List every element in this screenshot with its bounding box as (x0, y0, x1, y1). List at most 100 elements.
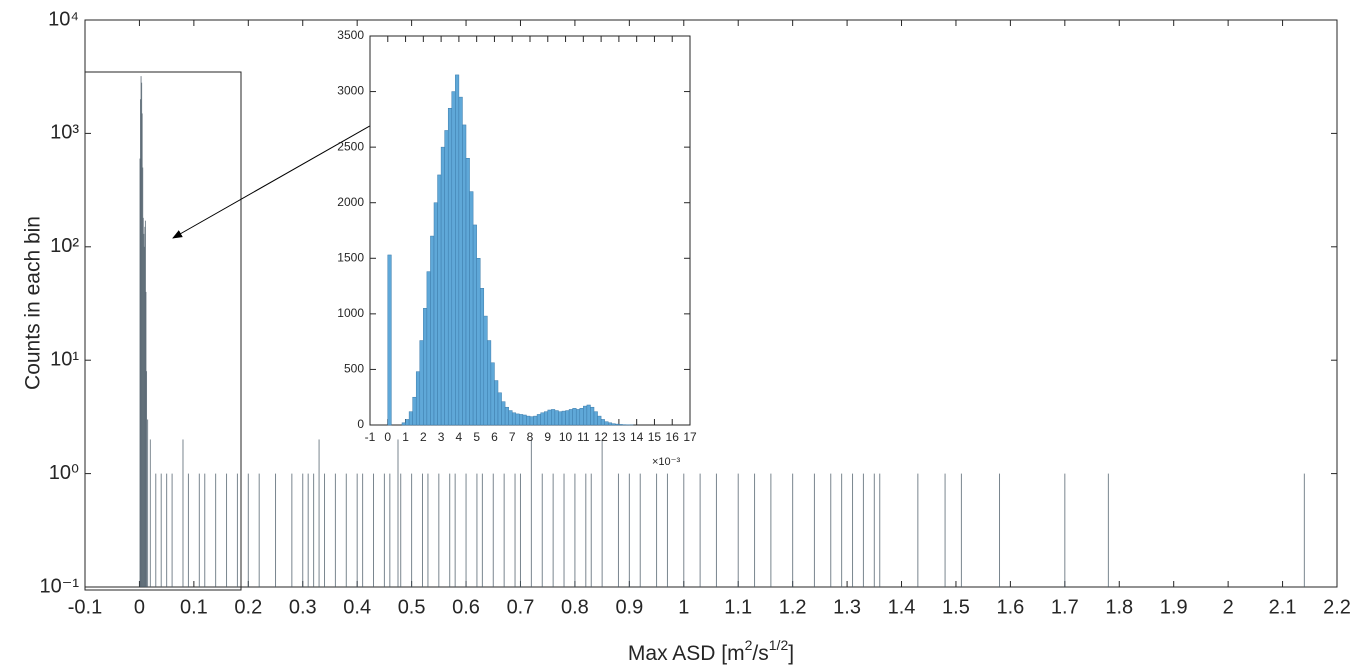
x-tick-label: 2.2 (1323, 596, 1351, 618)
x-tick-label: 5 (473, 430, 480, 444)
bar (715, 473, 717, 587)
histogram-bar (451, 91, 456, 426)
bar (356, 473, 358, 587)
histogram-bar (533, 415, 538, 426)
bar (143, 246, 145, 588)
bar (683, 473, 685, 587)
bar (541, 473, 543, 587)
histogram-bar (515, 413, 520, 426)
bar (226, 473, 228, 587)
histogram-bar (508, 410, 513, 426)
bar (142, 167, 144, 587)
histogram-bar (583, 405, 588, 426)
histogram-bar (558, 411, 563, 426)
x-label-sup: 1/2 (769, 637, 789, 653)
x-tick-label: 0.4 (343, 596, 371, 618)
histogram-bar (575, 409, 581, 426)
x-tick-label: 2 (1223, 596, 1234, 618)
histogram-bar (465, 158, 470, 426)
histogram-bar (511, 412, 517, 426)
bar (275, 473, 277, 587)
y-tick-label: 1500 (337, 250, 364, 264)
bar (438, 473, 440, 587)
histogram-bar (458, 96, 463, 426)
x-tick-label: 0.5 (398, 596, 426, 618)
histogram-bar (483, 315, 488, 426)
histogram-bar (430, 235, 435, 426)
bar (143, 233, 145, 587)
bar (383, 473, 385, 587)
bar (155, 473, 157, 587)
histogram-bar (551, 409, 556, 426)
x-tick-label: 0.9 (615, 596, 643, 618)
bar (476, 473, 478, 587)
x-tick-label: 0.7 (507, 596, 535, 618)
bar (465, 473, 467, 587)
x-tick-label: 7 (509, 430, 516, 444)
x-tick-label: 1.9 (1160, 596, 1188, 618)
bar (421, 473, 423, 587)
bar (601, 439, 603, 587)
bar (204, 473, 206, 587)
x-tick-label: 16 (666, 430, 680, 444)
bar (345, 473, 347, 587)
x-tick-label: 14 (630, 430, 644, 444)
y-tick-label: 10⁰ (49, 462, 79, 484)
y-tick-label: 10³ (50, 122, 79, 144)
bar (140, 76, 142, 587)
histogram-bar (426, 271, 431, 426)
x-tick-label: 4 (456, 430, 463, 444)
histogram-bar (593, 411, 598, 426)
bar (258, 473, 260, 587)
y-tick-label: 2500 (337, 139, 364, 153)
x-tick-label: 12 (594, 430, 608, 444)
histogram-bar (590, 406, 595, 426)
x-tick-label: 11 (577, 430, 590, 444)
x-tick-label: 1.7 (1051, 596, 1079, 618)
histogram-bar (387, 254, 392, 426)
bar (841, 473, 843, 587)
bar (144, 226, 146, 588)
bar (149, 439, 151, 587)
histogram-bar (419, 340, 424, 426)
bar (792, 473, 794, 587)
bar (449, 473, 451, 587)
x-tick-label: 0 (384, 430, 391, 444)
x-tick-label: 15 (648, 430, 662, 444)
y-tick-label: 0 (357, 417, 364, 431)
bar (666, 473, 668, 587)
histogram-bar (540, 412, 545, 426)
bar (830, 473, 832, 587)
bar (166, 473, 168, 587)
bar (1064, 473, 1066, 587)
bar (917, 473, 919, 587)
x-tick-label: 1.4 (888, 596, 916, 618)
histogram-bar (536, 414, 541, 426)
x-tick-label: 1 (402, 430, 409, 444)
bar (307, 473, 309, 587)
histogram-bar (447, 107, 453, 426)
histogram-bar (455, 74, 460, 426)
histogram-bar (433, 202, 438, 426)
bar (519, 473, 521, 587)
bar (198, 473, 200, 587)
x-tick-label: 0.3 (289, 596, 317, 618)
y-tick-label: 500 (344, 362, 364, 376)
histogram-bar (543, 411, 549, 426)
y-tick-label: 3500 (337, 28, 364, 42)
bar (514, 473, 516, 587)
bar (656, 473, 658, 587)
x-tick-label: 0 (134, 596, 145, 618)
bar (813, 473, 815, 587)
bar (737, 473, 739, 587)
histogram-bar (487, 340, 492, 426)
x-label-part: Max ASD [m (628, 642, 745, 665)
histogram-bar (501, 401, 506, 426)
bar (182, 439, 184, 587)
histogram-bar (405, 419, 410, 426)
bar (628, 473, 630, 587)
bar (144, 220, 146, 587)
bar (999, 473, 1001, 587)
histogram-bar (607, 422, 613, 426)
